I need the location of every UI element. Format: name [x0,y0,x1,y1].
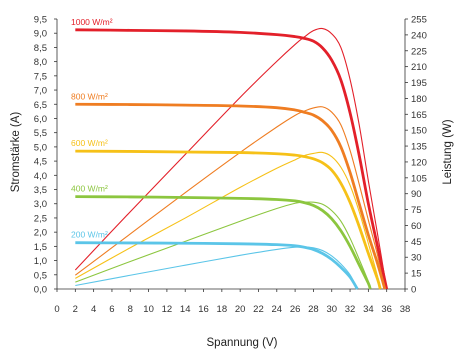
x-axis-title: Spannung (V) [207,337,278,349]
y-right-tick-label: 90 [411,189,422,200]
series-labels: 1000 W/m² 800 W/m² 600 W/m² 400 W/m² 200 W/m… [71,17,113,240]
power-curve [75,151,381,290]
y-right-tick-label: 225 [411,46,427,57]
y-left-tick-label: 5,0 [34,142,47,153]
y-right-tick-label: 15 [411,269,422,280]
series-label: 200 W/m² [71,230,108,240]
x-tick-label: 14 [180,304,191,315]
y-left-tick-label: 7,0 [34,86,47,97]
x-tick-label: 12 [162,304,173,315]
x-tick-label: 20 [235,304,246,315]
y-left-tick-label: 3,5 [34,185,47,196]
y-axis-left-title: Stromstärke (A) [10,112,22,193]
y-left-tick-label: 7,5 [34,71,47,82]
series-label: 800 W/m² [71,91,108,101]
y-left-tick-label: 2,0 [34,228,47,239]
y-left-tick-label: 4,0 [34,171,47,182]
y-right-tick-label: 165 [411,110,427,121]
y-left-tick-label: 0,5 [34,270,47,281]
x-tick-label: 34 [363,304,374,315]
power-curve [74,106,386,290]
y-right-tick-label: 180 [411,94,427,105]
y-axis-right-title: Leistung (W) [442,119,454,184]
y-right-tick-label: 0 [411,285,416,296]
y-right-tick-label: 255 [411,15,427,26]
x-tick-label: 18 [217,304,228,315]
y-right-tick-label: 45 [411,237,422,248]
y-left-tick-label: 6,5 [34,100,47,111]
y-left-tick-label: 4,5 [34,157,47,168]
y-right-tick-label: 150 [411,126,427,137]
x-tick-label: 8 [128,304,133,315]
y-left-tick-label: 8,0 [34,57,47,68]
x-tick-label: 10 [143,304,154,315]
y-right-tick-label: 135 [411,142,427,153]
y-left-tick-label: 1,0 [34,256,47,267]
y-right-tick-label: 210 [411,62,427,73]
y-left-tick-label: 1,5 [34,242,47,253]
x-tick-label: 24 [272,304,283,315]
y-right-tick-label: 195 [411,78,427,89]
y-left-tick-label: 5,5 [34,128,47,139]
y-right-tick-label: 60 [411,221,422,232]
x-tick-label: 28 [308,304,319,315]
power-curves [74,27,388,290]
y-axis-left: 0,0 0,5 1,0 1,5 2,0 2,5 3,0 3,5 4,0 4,5 5,0 5,5 6,0 6… [34,15,58,296]
x-tick-label: 4 [91,304,96,315]
x-tick-label: 6 [109,304,114,315]
y-right-tick-label: 105 [411,173,427,184]
series-label: 1000 W/m² [71,17,113,27]
x-tick-label: 16 [198,304,209,315]
x-tick-label: 22 [253,304,264,315]
current-curve [75,102,387,290]
y-left-tick-label: 9,5 [34,15,47,26]
x-tick-label: 26 [290,304,301,315]
y-left-tick-label: 8,5 [34,43,47,54]
current-curve [75,241,359,290]
y-left-tick-label: 9,0 [34,29,47,40]
current-curves [75,28,389,290]
y-right-tick-label: 120 [411,157,427,168]
x-tick-label: 32 [345,304,356,315]
x-tick-label: 36 [381,304,392,315]
x-tick-label: 0 [54,304,59,315]
y-right-tick-label: 75 [411,205,422,216]
series-label: 600 W/m² [71,138,108,148]
power-curve [75,201,371,290]
power-curve [74,27,388,290]
x-tick-label: 2 [73,304,78,315]
y-left-tick-label: 0,0 [34,285,47,296]
y-left-tick-label: 2,5 [34,213,47,224]
power-curve [75,246,358,290]
y-left-tick-label: 6,0 [34,114,47,125]
current-curve [75,28,389,290]
y-right-tick-label: 240 [411,30,427,41]
current-curve [75,149,382,290]
y-right-tick-label: 30 [411,253,422,264]
current-curve [75,195,372,290]
y-left-tick-label: 3,0 [34,199,47,210]
x-axis: 0 2 4 6 8 10 12 14 16 18 20 22 24 26 28 30 32 34 36 38 [54,288,411,315]
series-label: 400 W/m² [71,184,108,194]
x-tick-label: 30 [326,304,337,315]
y-axis-right: 0 15 30 45 60 75 90 105 120 135 150 165 180 195 210 225… [404,15,427,296]
x-tick-label: 38 [400,304,411,315]
